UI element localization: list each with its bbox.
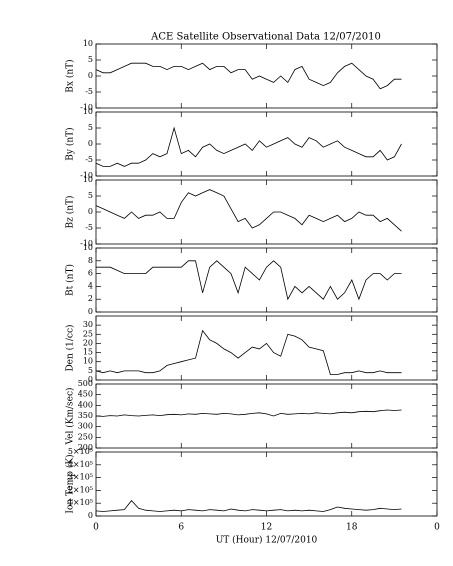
y-tick-label: 250: [78, 432, 93, 441]
y-tick-label: 200: [78, 443, 93, 452]
data-line: [95, 499, 402, 512]
y-axis-label: Vel (Km/sec): [65, 387, 76, 445]
y-tick-label: 5: [88, 366, 93, 375]
y-axis-label: Bx (nT): [65, 59, 76, 92]
y-tick-label: 20: [83, 338, 93, 347]
y-axis-label: By (nT): [65, 127, 76, 160]
y-tick-label: -10: [80, 239, 93, 248]
y-tick-label: 5: [88, 55, 93, 64]
data-line: [95, 409, 402, 417]
y-axis-label: Den (1/cc): [65, 324, 76, 371]
y-tick-label: 2×10⁵: [68, 485, 93, 494]
y-tick-label: -5: [85, 155, 93, 164]
y-tick-label: 500: [78, 379, 93, 388]
y-tick-label: 4: [88, 281, 93, 290]
panel-frame: [95, 111, 438, 177]
panel-frame: [95, 383, 438, 449]
y-axis-label: Bt (nT): [65, 264, 76, 296]
y-tick-label: 10: [83, 107, 93, 116]
y-tick-label: 0: [88, 207, 93, 216]
y-tick-label: 10: [83, 175, 93, 184]
chart-title: ACE Satellite Observational Data 12/07/2…: [150, 32, 381, 43]
panel-frame: [95, 315, 438, 381]
y-tick-label: 3×10⁵: [68, 473, 93, 482]
y-tick-label: 10: [83, 357, 93, 366]
panel-frame: [95, 43, 438, 109]
y-tick-label: -10: [80, 103, 93, 112]
y-tick-label: 350: [78, 411, 93, 420]
x-tick-label: 0: [93, 523, 99, 533]
y-tick-label: 1×10⁵: [68, 498, 93, 507]
y-tick-label: 15: [83, 348, 93, 357]
data-line: [95, 329, 402, 375]
x-axis-label: UT (Hour) 12/07/2010: [216, 535, 318, 546]
y-tick-label: 10: [83, 39, 93, 48]
y-tick-label: 450: [78, 390, 93, 399]
y-tick-label: -10: [80, 171, 93, 180]
y-tick-label: 25: [83, 329, 93, 338]
y-tick-label: 5×10⁵: [68, 447, 93, 456]
y-tick-label: 0: [88, 511, 93, 520]
y-tick-label: 2: [88, 294, 93, 303]
data-line: [95, 126, 402, 167]
data-line: [95, 62, 402, 90]
y-tick-label: 4×10⁵: [68, 460, 93, 469]
y-axis-label: Bz (nT): [65, 195, 76, 228]
y-tick-label: 5: [88, 191, 93, 200]
x-tick-label: 12: [261, 523, 272, 533]
y-tick-label: 5: [88, 123, 93, 132]
data-line: [95, 189, 402, 232]
y-tick-label: 6: [88, 269, 93, 278]
y-tick-label: -5: [85, 223, 93, 232]
x-tick-label: 0: [434, 523, 440, 533]
panel-frame: [95, 247, 438, 313]
y-tick-label: -5: [85, 87, 93, 96]
panel-frame: [95, 179, 438, 245]
panel-frame: [95, 451, 438, 517]
x-tick-label: 18: [346, 523, 358, 533]
y-tick-label: 0: [88, 71, 93, 80]
y-tick-label: 0: [88, 375, 93, 384]
data-line: [96, 260, 402, 301]
y-tick-label: 10: [83, 243, 93, 252]
y-tick-label: 300: [78, 422, 93, 431]
y-tick-label: 8: [88, 256, 93, 265]
y-tick-label: 400: [78, 400, 93, 409]
y-tick-label: 0: [88, 307, 93, 316]
y-tick-label: 0: [88, 139, 93, 148]
x-tick-label: 6: [178, 523, 184, 533]
y-axis-label: Ion Temp (K): [65, 454, 76, 513]
y-tick-label: 30: [83, 320, 93, 329]
